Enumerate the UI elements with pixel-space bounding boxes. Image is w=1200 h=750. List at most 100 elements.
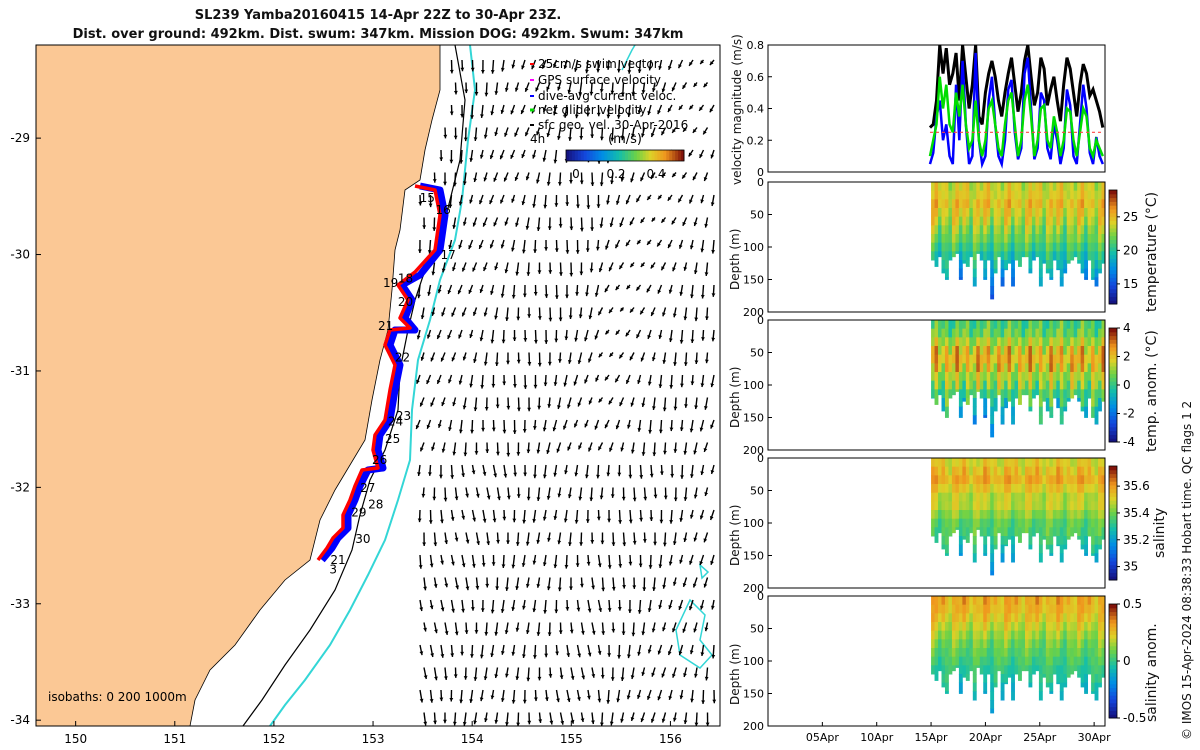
depth-cell <box>983 596 988 606</box>
panel-colorbar-swatch <box>1109 504 1117 509</box>
depth-cell <box>1035 527 1040 534</box>
depth-cell <box>1052 234 1057 244</box>
velocity-arrowhead <box>489 244 494 249</box>
depth-cell <box>941 613 946 623</box>
velocity-arrowhead <box>689 560 693 565</box>
depth-cell <box>1045 354 1050 364</box>
depth-cell <box>1028 190 1033 200</box>
depth-cell <box>1011 354 1015 364</box>
panel-colorbar-swatch <box>1109 193 1117 199</box>
velocity-arrowhead <box>439 157 444 161</box>
velocity-arrowhead <box>486 495 491 500</box>
velocity-arrowhead <box>526 677 531 682</box>
depth-cell <box>1045 656 1050 666</box>
depth-cell <box>983 320 988 330</box>
depth-cell <box>1084 501 1089 511</box>
velocity-arrowhead <box>430 357 435 362</box>
velocity-arrowhead <box>632 585 637 589</box>
depth-cell <box>979 199 984 209</box>
velocity-arrowhead <box>701 700 706 704</box>
velocity-arrowhead <box>451 608 455 613</box>
depth-cell <box>958 613 963 623</box>
depth-cell <box>979 190 984 200</box>
depth-cell <box>1052 622 1057 632</box>
depth-cell <box>1007 630 1012 640</box>
depth-cell <box>993 380 998 390</box>
depth-cell <box>1066 536 1071 540</box>
depth-cell <box>938 475 942 485</box>
depth-cell <box>986 234 991 244</box>
panel-colorbar-tick-label: 15 <box>1123 277 1138 291</box>
depth-cell <box>1000 406 1005 416</box>
depth-cell <box>1052 199 1057 209</box>
depth-cell <box>941 242 946 252</box>
depth-cell <box>986 328 991 338</box>
velocity-arrowhead <box>500 609 505 613</box>
depth-cell <box>955 234 960 244</box>
depth-cell <box>938 596 942 606</box>
velocity-arrowhead <box>574 337 578 342</box>
velocity-arrowhead <box>564 470 568 475</box>
depth-cell <box>955 622 960 632</box>
velocity-arrowhead <box>423 586 427 591</box>
day-label: 26 <box>372 453 387 467</box>
velocity-arrowhead <box>711 293 716 297</box>
velocity-arrowhead <box>652 587 656 591</box>
velocity-arrowhead <box>536 632 541 636</box>
velocity-arrowhead <box>463 452 468 457</box>
depth-cell <box>941 527 946 537</box>
depth-cell <box>1073 501 1078 511</box>
depth-cell <box>1042 190 1047 200</box>
velocity-arrowhead <box>536 449 541 454</box>
velocity-arrowhead <box>650 718 655 723</box>
velocity-arrowhead <box>670 473 675 478</box>
depth-cell <box>1091 216 1095 226</box>
depth-cell <box>938 337 942 347</box>
temp-ylabel: Depth (m) <box>728 228 742 290</box>
depth-cell <box>1038 415 1043 425</box>
depth-cell <box>1087 225 1092 235</box>
depth-cell <box>1080 536 1085 546</box>
depth-cell <box>965 372 970 382</box>
depth-cell <box>1028 406 1033 412</box>
depth-cell <box>972 691 977 701</box>
depth-cell <box>1059 234 1064 244</box>
velocity-arrowhead <box>472 267 476 272</box>
depth-cell <box>1045 510 1050 520</box>
depth-cell <box>1042 613 1047 623</box>
depth-cell <box>1007 665 1012 675</box>
panel-colorbar-swatch <box>1109 542 1117 547</box>
depth-cell <box>986 527 991 537</box>
velocity-arrowhead <box>630 675 635 679</box>
depth-cell <box>1028 648 1033 658</box>
velocity-arrowhead <box>578 91 583 96</box>
day-label: 25 <box>385 432 400 446</box>
velocity-arrowhead <box>554 609 559 614</box>
velocity-arrowhead <box>637 110 642 114</box>
velocity-arrowhead <box>549 720 554 725</box>
panel-colorbar-swatch <box>1109 281 1117 286</box>
depth-cell <box>1056 234 1061 244</box>
velocity-arrowhead <box>450 653 455 657</box>
depth-cell <box>1038 260 1043 270</box>
depth-cell <box>993 260 998 270</box>
velocity-arrowhead <box>596 112 601 117</box>
depth-cell <box>1101 380 1106 390</box>
depth-cell <box>1087 234 1092 244</box>
depth-cell <box>958 234 963 244</box>
day-label: 17 <box>440 248 455 262</box>
velocity-arrowhead <box>489 155 494 160</box>
depth-cell <box>1091 475 1095 485</box>
depth-cell <box>986 466 991 476</box>
velocity-arrowhead <box>641 452 646 456</box>
colorbar-swatch <box>622 150 626 161</box>
depth-cell <box>1018 234 1022 244</box>
depth-cell <box>1018 656 1022 666</box>
depth-cell <box>997 354 1002 364</box>
depth-cell <box>1094 234 1099 244</box>
velocity-arrowhead <box>522 699 527 704</box>
depth-cell <box>1073 234 1078 244</box>
panel-colorbar-swatch <box>1109 702 1117 708</box>
depth-cell <box>965 622 970 632</box>
depth-cell <box>951 225 956 235</box>
